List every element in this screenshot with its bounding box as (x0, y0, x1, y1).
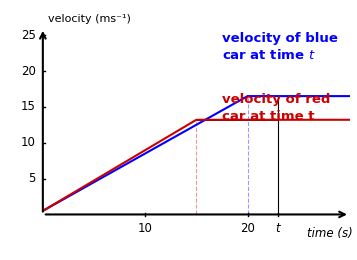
Text: 25: 25 (21, 29, 36, 42)
Text: $t$: $t$ (275, 222, 282, 235)
Text: velocity of red: velocity of red (222, 93, 330, 106)
Text: car at time $t$: car at time $t$ (222, 48, 316, 62)
Text: 20: 20 (21, 64, 36, 77)
Text: time (s): time (s) (307, 227, 353, 240)
Text: car at time t: car at time t (222, 110, 315, 123)
Text: 10: 10 (138, 222, 153, 235)
Text: 15: 15 (21, 100, 36, 113)
Text: 5: 5 (28, 172, 36, 185)
Text: velocity of blue: velocity of blue (222, 32, 338, 45)
Text: 10: 10 (21, 136, 36, 149)
Text: 20: 20 (240, 222, 255, 235)
Text: velocity (ms⁻¹): velocity (ms⁻¹) (48, 14, 131, 24)
